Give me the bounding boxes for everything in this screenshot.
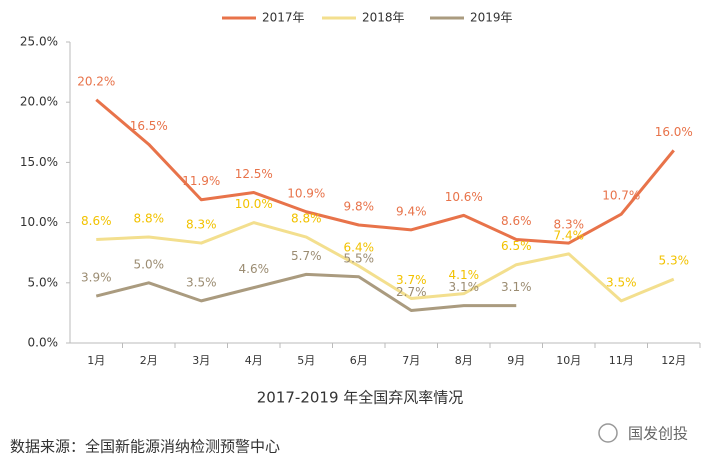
series-line [96, 221, 675, 303]
data-label: 5.3% [659, 254, 690, 268]
x-tick-label: 4月 [245, 354, 263, 367]
chart-title: 2017-2019 年全国弃风率情况 [257, 389, 464, 407]
data-label: 3.5% [606, 275, 637, 289]
watermark-icon [598, 423, 618, 443]
data-label: 5.5% [344, 251, 375, 265]
data-label: 6.4% [344, 240, 375, 254]
data-label: 10.7% [602, 189, 640, 203]
data-label: 4.1% [449, 268, 480, 282]
data-label: 8.6% [501, 214, 532, 228]
x-tick-label: 2月 [140, 354, 158, 367]
data-label: 8.3% [554, 218, 585, 232]
data-label: 8.6% [81, 214, 112, 228]
x-tick-label: 10月 [556, 354, 581, 367]
y-tick-label: 20.0% [20, 95, 58, 109]
y-tick-label: 10.0% [20, 215, 58, 229]
data-label: 6.5% [501, 239, 532, 253]
data-label: 5.7% [291, 249, 322, 263]
y-tick-label: 0.0% [28, 336, 59, 350]
legend-label: 2017年 [262, 11, 305, 25]
data-label: 3.1% [501, 280, 532, 294]
x-tick-label: 5月 [297, 354, 315, 367]
data-label: 11.9% [182, 174, 220, 188]
data-label: 3.5% [186, 275, 217, 289]
legend-label: 2019年 [470, 11, 513, 25]
x-tick-label: 8月 [455, 354, 473, 367]
data-label: 3.9% [81, 271, 112, 285]
data-label: 16.0% [655, 125, 693, 139]
data-label: 8.3% [186, 218, 217, 232]
series-line [95, 98, 675, 245]
data-label: 9.8% [344, 200, 375, 214]
x-tick-label: 6月 [350, 354, 368, 367]
data-label: 12.5% [235, 167, 273, 181]
data-label: 9.4% [396, 204, 427, 218]
data-label: 10.9% [287, 186, 325, 200]
series-line [95, 272, 517, 312]
data-label: 16.5% [130, 119, 168, 133]
source-note: 数据来源：全国新能源消纳检测预警中心 [10, 438, 280, 456]
data-label: 8.8% [134, 212, 165, 226]
x-tick-label: 1月 [87, 354, 105, 367]
data-label: 8.8% [291, 212, 322, 226]
data-label: 4.6% [239, 262, 270, 276]
data-label: 7.4% [554, 228, 585, 242]
legend-label: 2018年 [362, 11, 405, 25]
x-tick-label: 9月 [507, 354, 525, 367]
data-label: 10.6% [445, 190, 483, 204]
y-tick-label: 15.0% [20, 155, 58, 169]
watermark: 国发创投 [628, 425, 688, 443]
y-tick-label: 5.0% [28, 275, 59, 289]
x-tick-label: 11月 [609, 354, 634, 367]
data-label: 3.7% [396, 273, 427, 287]
data-label: 2.7% [396, 285, 427, 299]
x-tick-label: 3月 [192, 354, 210, 367]
data-label: 5.0% [134, 257, 165, 271]
y-tick-label: 25.0% [20, 35, 58, 49]
data-label: 3.1% [449, 280, 480, 294]
x-tick-label: 7月 [402, 354, 420, 367]
data-label: 10.0% [235, 197, 273, 211]
data-label: 20.2% [77, 74, 115, 88]
x-tick-label: 12月 [661, 354, 686, 367]
